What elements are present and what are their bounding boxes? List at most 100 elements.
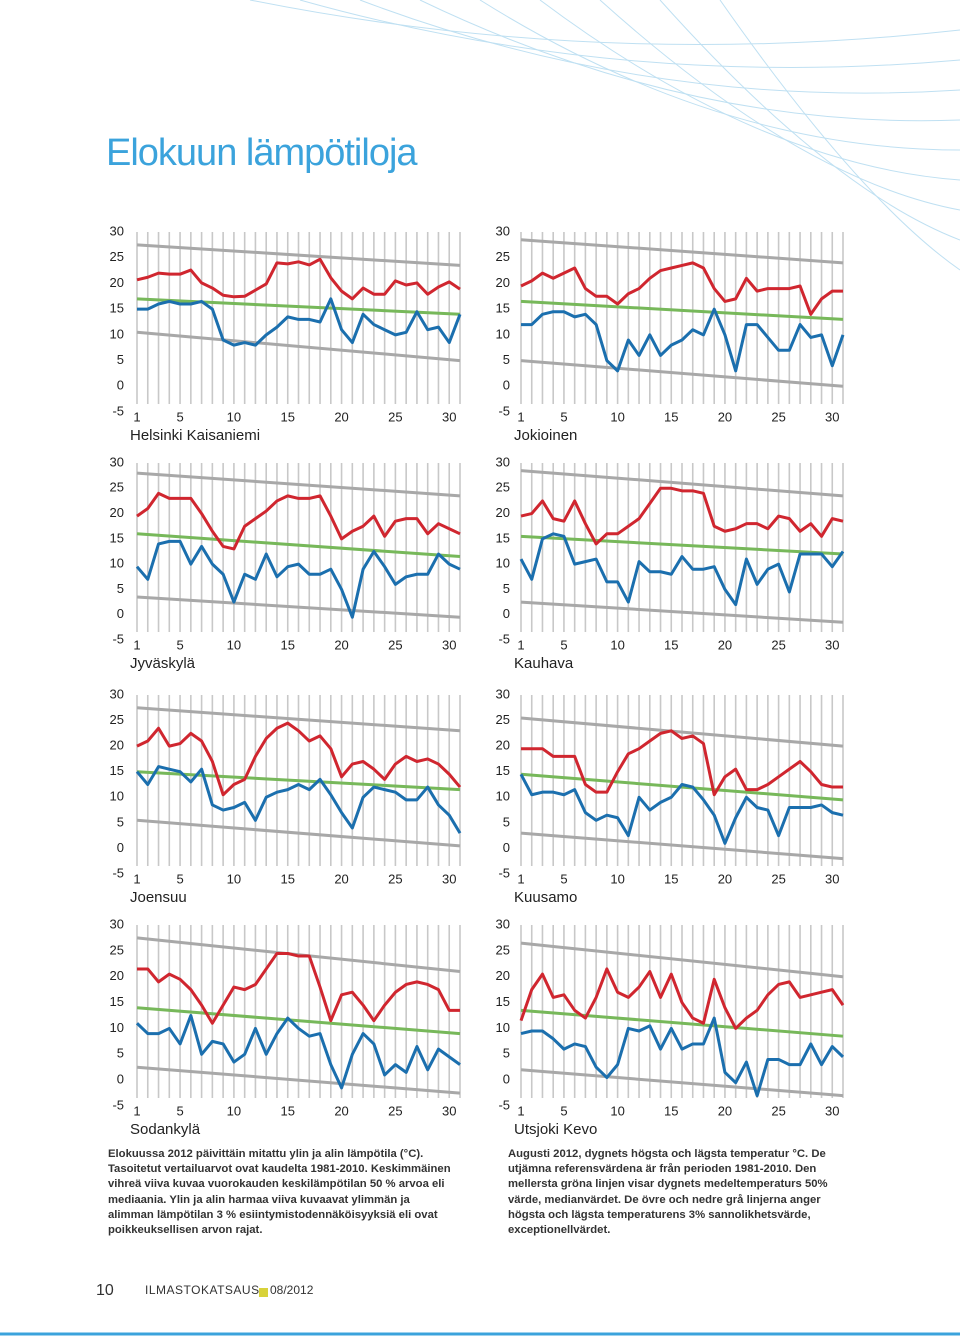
y-tick-label: 25 <box>496 942 510 957</box>
series-line <box>137 297 462 347</box>
x-tick-label: 30 <box>442 871 456 886</box>
x-tick-label: 20 <box>334 871 348 886</box>
x-tick-label: 20 <box>718 1103 732 1118</box>
series-line <box>136 257 461 301</box>
series-line <box>520 359 844 388</box>
x-tick-label: 10 <box>610 409 624 424</box>
x-tick-label: 10 <box>610 637 624 652</box>
y-tick-label: 10 <box>496 789 510 804</box>
series-line <box>136 595 461 619</box>
x-tick-label: 5 <box>176 1103 183 1118</box>
y-tick-label: 30 <box>110 454 124 469</box>
y-tick-label: 30 <box>110 686 124 701</box>
x-tick-label: 20 <box>718 871 732 886</box>
y-tick-label: 5 <box>503 814 510 829</box>
x-tick-label: 30 <box>442 1103 456 1118</box>
series-line <box>136 1065 461 1095</box>
issue: 08/2012 <box>270 1283 314 1297</box>
y-tick-label: 10 <box>496 1020 510 1035</box>
y-tick-label: 5 <box>503 1046 510 1061</box>
series-line <box>520 941 844 979</box>
page-title: Elokuun lämpötiloja <box>106 132 418 174</box>
series-line <box>136 471 461 498</box>
x-tick-label: 5 <box>176 871 183 886</box>
x-tick-label: 10 <box>227 637 241 652</box>
y-tick-label: 30 <box>496 454 510 469</box>
y-tick-label: 20 <box>110 275 124 290</box>
x-tick-label: 5 <box>560 409 567 424</box>
y-tick-label: 5 <box>117 1046 124 1061</box>
y-tick-label: 15 <box>110 530 124 545</box>
x-tick-label: 30 <box>825 1103 839 1118</box>
x-tick-label: 15 <box>664 637 678 652</box>
y-tick-label: 10 <box>110 556 124 571</box>
series-line <box>521 307 845 373</box>
series-line <box>520 772 844 802</box>
y-tick-label: 20 <box>496 505 510 520</box>
x-tick-label: 20 <box>334 637 348 652</box>
y-tick-label: 15 <box>496 763 510 778</box>
y-tick-label: 15 <box>110 763 124 778</box>
y-tick-label: 20 <box>110 505 124 520</box>
caption-sv: Augusti 2012, dygnets högsta och lägsta … <box>508 1148 828 1237</box>
x-tick-label: 15 <box>280 409 294 424</box>
y-tick-label: 25 <box>110 712 124 727</box>
y-tick-label: 30 <box>110 223 124 238</box>
series-line <box>135 1014 461 1090</box>
x-tick-label: 25 <box>771 637 785 652</box>
y-tick-label: 0 <box>117 378 124 393</box>
y-tick-label: 0 <box>117 840 124 855</box>
series-line <box>520 299 844 321</box>
x-tick-label: 25 <box>388 637 402 652</box>
y-tick-label: 0 <box>503 840 510 855</box>
y-tick-label: -5 <box>112 403 124 418</box>
y-tick-label: 30 <box>110 916 124 931</box>
x-tick-label: 30 <box>442 637 456 652</box>
y-tick-label: 25 <box>496 249 510 264</box>
x-tick-label: 5 <box>560 1103 567 1118</box>
x-tick-label: 15 <box>280 637 294 652</box>
x-tick-label: 10 <box>227 1103 241 1118</box>
series-line <box>136 330 461 363</box>
y-tick-label: -5 <box>112 631 124 646</box>
x-tick-label: 25 <box>388 409 402 424</box>
y-tick-label: -5 <box>498 631 510 646</box>
publication: ILMASTOKATSAUS <box>145 1283 260 1297</box>
x-tick-label: 20 <box>334 409 348 424</box>
x-tick-label: 5 <box>176 409 183 424</box>
y-tick-label: 0 <box>503 606 510 621</box>
x-tick-label: 30 <box>825 637 839 652</box>
y-tick-label: 20 <box>496 738 510 753</box>
chart-title: Utsjoki Kevo <box>514 1121 597 1138</box>
x-tick-label: 30 <box>825 871 839 886</box>
x-tick-label: 5 <box>560 637 567 652</box>
y-tick-label: 0 <box>117 606 124 621</box>
x-tick-label: 15 <box>664 871 678 886</box>
x-tick-label: 25 <box>771 1103 785 1118</box>
y-tick-label: 20 <box>496 968 510 983</box>
y-tick-label: -5 <box>498 1097 510 1112</box>
series-line <box>136 706 461 733</box>
series-line <box>519 773 844 845</box>
x-tick-label: 1 <box>133 409 140 424</box>
x-tick-label: 10 <box>227 871 241 886</box>
x-tick-label: 1 <box>133 1103 140 1118</box>
y-tick-label: 20 <box>496 275 510 290</box>
x-tick-label: 1 <box>517 409 524 424</box>
series-line <box>520 534 844 556</box>
series-line <box>520 261 843 316</box>
y-tick-label: 10 <box>110 789 124 804</box>
x-tick-label: 1 <box>517 637 524 652</box>
y-tick-label: 20 <box>110 968 124 983</box>
y-tick-label: 30 <box>496 223 510 238</box>
y-tick-label: 25 <box>110 249 124 264</box>
series-line <box>519 532 845 607</box>
series-line <box>136 721 462 797</box>
series-line <box>520 469 844 498</box>
series-line <box>521 729 843 797</box>
y-tick-label: 0 <box>503 378 510 393</box>
series-line <box>520 238 844 265</box>
x-tick-label: 10 <box>227 409 241 424</box>
